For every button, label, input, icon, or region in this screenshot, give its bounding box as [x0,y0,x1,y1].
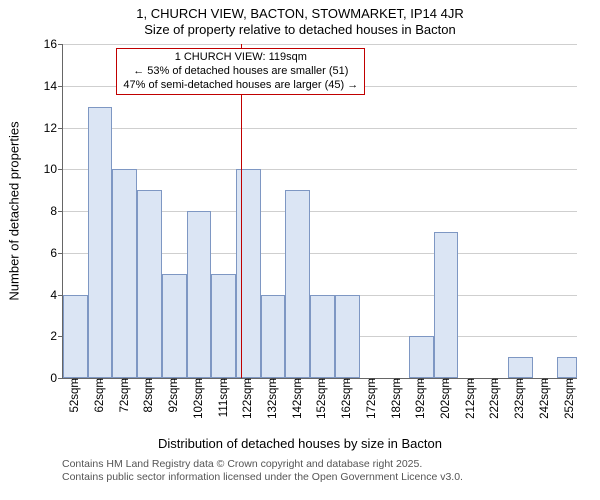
y-tick [58,169,63,170]
x-tick-label: 132sqm [267,378,279,419]
y-tick [58,253,63,254]
callout-line-3: 47% of semi-detached houses are larger (… [123,79,358,93]
histogram-bar [236,169,261,378]
y-tick-label: 14 [44,79,57,93]
y-tick [58,211,63,212]
histogram-bar [434,232,459,378]
x-tick-label: 52sqm [69,378,81,413]
histogram-bar [310,295,335,379]
histogram-bar [211,274,236,378]
x-tick-label: 232sqm [514,378,526,419]
y-tick [58,44,63,45]
histogram-bar [335,295,360,379]
y-tick-label: 0 [50,371,57,385]
x-tick-label: 172sqm [366,378,378,419]
y-tick-label: 6 [50,246,57,260]
histogram-bar [112,169,137,378]
x-tick-label: 82sqm [143,378,155,413]
x-tick-label: 162sqm [341,378,353,419]
gridline [63,169,577,170]
callout-box: 1 CHURCH VIEW: 119sqm← 53% of detached h… [116,48,365,95]
x-tick-label: 62sqm [94,378,106,413]
histogram-bar [261,295,286,379]
histogram-bar [187,211,212,378]
chart-title-1: 1, CHURCH VIEW, BACTON, STOWMARKET, IP14… [0,6,600,21]
y-tick-label: 10 [44,162,57,176]
y-tick-label: 4 [50,288,57,302]
x-axis-label: Distribution of detached houses by size … [0,436,600,451]
histogram-bar [557,357,577,378]
gridline [63,128,577,129]
chart-title-2: Size of property relative to detached ho… [0,22,600,37]
plot-area: 024681012141652sqm62sqm72sqm82sqm92sqm10… [62,44,577,379]
x-tick-label: 242sqm [539,378,551,419]
histogram-bar [137,190,162,378]
x-tick-label: 142sqm [292,378,304,419]
y-tick-label: 8 [50,204,57,218]
footer-note-1: Contains HM Land Registry data © Crown c… [62,458,422,470]
x-tick-label: 102sqm [193,378,205,419]
y-axis-label: Number of detached properties [7,111,22,311]
y-tick [58,128,63,129]
x-tick-label: 72sqm [119,378,131,413]
gridline [63,44,577,45]
footer-note-2: Contains public sector information licen… [62,471,463,483]
histogram-bar [63,295,88,379]
chart-container: 1, CHURCH VIEW, BACTON, STOWMARKET, IP14… [0,0,600,500]
x-tick-label: 111sqm [218,378,230,417]
histogram-bar [285,190,310,378]
x-tick-label: 122sqm [242,378,254,419]
x-tick-label: 152sqm [316,378,328,419]
x-tick-label: 222sqm [489,378,501,419]
histogram-bar [162,274,187,378]
callout-line-1: 1 CHURCH VIEW: 119sqm [123,51,358,65]
x-tick-label: 212sqm [465,378,477,419]
histogram-bar [409,336,434,378]
x-tick-label: 182sqm [391,378,403,419]
x-tick-label: 252sqm [564,378,576,419]
y-tick-label: 12 [44,121,57,135]
x-tick-label: 192sqm [415,378,427,419]
callout-line-2: ← 53% of detached houses are smaller (51… [123,65,358,79]
y-tick [58,86,63,87]
histogram-bar [508,357,533,378]
y-tick-label: 2 [50,329,57,343]
x-tick-label: 92sqm [168,378,180,413]
y-tick [58,378,63,379]
histogram-bar [88,107,113,378]
x-tick-label: 202sqm [440,378,452,419]
y-tick-label: 16 [44,37,57,51]
